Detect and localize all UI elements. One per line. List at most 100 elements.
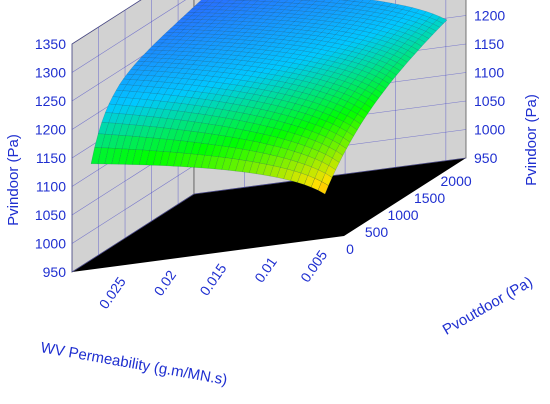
z-tick-label-left: 1150: [36, 150, 66, 166]
surface-cell: [225, 0, 238, 4]
surface-cell: [238, 21, 250, 26]
x-tick-label: 0.02: [150, 267, 179, 299]
surface-cell: [206, 37, 219, 43]
x-axis-label: WV Permeability (g.m/MN.s): [39, 339, 228, 389]
surface-cell: [209, 57, 221, 63]
surface-cell: [350, 91, 362, 101]
surface-cell: [184, 78, 197, 86]
z-tick-label-right: 1150: [474, 36, 504, 52]
surface-cell: [295, 74, 307, 82]
surface-cell: [146, 126, 158, 139]
surface-cell: [182, 32, 195, 38]
surface-cell: [290, 170, 302, 183]
surface-cell: [244, 52, 256, 58]
surface-cell: [308, 0, 318, 2]
surface-cell: [297, 172, 309, 185]
surface-cell: [219, 62, 232, 69]
surface-cell: [284, 115, 296, 125]
surface-cell: [122, 113, 134, 125]
surface-cell: [166, 151, 178, 167]
z-tick-label-left: 1000: [35, 236, 66, 252]
surface-cell: [282, 44, 294, 50]
z-gridline: [71, 0, 142, 45]
z-gridline: [71, 0, 186, 73]
surface-cell: [380, 9, 393, 16]
surface-cell: [346, 125, 358, 137]
chart-floor: [72, 158, 466, 272]
z-tick-label-right: 1100: [474, 65, 504, 81]
surface-cell: [143, 86, 155, 94]
z-tick-label-left: 1350: [35, 36, 66, 52]
y-axis-label: Pvoutdoor (Pa): [440, 274, 536, 339]
surface-cell: [249, 0, 259, 2]
z-tick-label-right: 1050: [474, 93, 505, 109]
surface-cell: [181, 73, 193, 80]
surface-cell: [321, 154, 333, 166]
surface-cell: [267, 104, 279, 113]
surface-cell: [252, 14, 265, 20]
surface-cell: [287, 109, 299, 119]
z-tick-label-left: 1300: [35, 65, 66, 81]
surface-cell: [251, 44, 263, 50]
surface-cell: [173, 110, 185, 121]
surface-cell: [132, 91, 145, 100]
surface-cell: [154, 62, 166, 68]
surface-cell: [297, 135, 309, 147]
surface-cell: [221, 157, 233, 171]
surface-cell: [143, 65, 156, 72]
response-surface: [90, 0, 448, 195]
y-tick-label: 1000: [387, 207, 418, 223]
surface-cell: [319, 74, 331, 82]
surface-cell: [115, 96, 127, 106]
surface-cell: [138, 149, 150, 166]
surface-cell: [214, 156, 226, 170]
surface-cell: [104, 147, 116, 165]
y-tick-label: 500: [365, 224, 389, 240]
surface-cell: [318, 127, 330, 138]
surface-cell: [150, 57, 163, 63]
surface-cell: [169, 32, 181, 37]
surface-cell: [241, 47, 253, 53]
surface-cell: [269, 165, 281, 178]
surface-cell: [273, 156, 285, 168]
z-tick-label-left: 1200: [35, 122, 66, 138]
z-tick-label-right: 1200: [474, 8, 505, 24]
surface-cell: [252, 7, 265, 13]
surface-cell: [180, 152, 192, 168]
surface-cell: [304, 155, 316, 168]
z-tick-label-right: 950: [474, 150, 498, 166]
surface-cell: [201, 2, 213, 7]
x-tick-label: 0.025: [96, 274, 129, 312]
z-gridline: [71, 157, 467, 273]
surface-cell: [245, 21, 257, 26]
surface-cell: [246, 114, 258, 124]
surface-cell: [368, 93, 380, 104]
surface-cell: [178, 68, 190, 74]
surface-cell: [293, 161, 305, 174]
surface-cell: [280, 16, 292, 22]
surface-cell: [235, 3, 248, 8]
surface-cell: [266, 118, 278, 129]
surface-cell: [310, 178, 322, 191]
surface-cell: [246, 0, 258, 5]
surface-cell: [389, 66, 401, 76]
x-tick-label: 0.005: [297, 247, 330, 285]
surface-cell: [178, 59, 190, 65]
x-tick-label: 0.015: [196, 260, 229, 298]
surface-cell: [321, 173, 333, 186]
surface-cell: [211, 0, 223, 4]
surface-cell: [249, 18, 261, 23]
y-tick-label: 0: [346, 241, 354, 257]
surface-cell: [246, 130, 258, 142]
surface-cell: [298, 80, 311, 88]
surface-cell: [382, 63, 394, 72]
surface-cell: [129, 74, 142, 81]
surface-cell: [349, 24, 361, 31]
z-axis-label-left: Pvindoor (Pa): [5, 134, 22, 226]
surface-cell: [242, 10, 254, 16]
surface-cell: [195, 74, 207, 81]
surface-cell: [190, 142, 202, 155]
surface-cell: [172, 36, 184, 41]
surface-cell: [287, 141, 299, 152]
